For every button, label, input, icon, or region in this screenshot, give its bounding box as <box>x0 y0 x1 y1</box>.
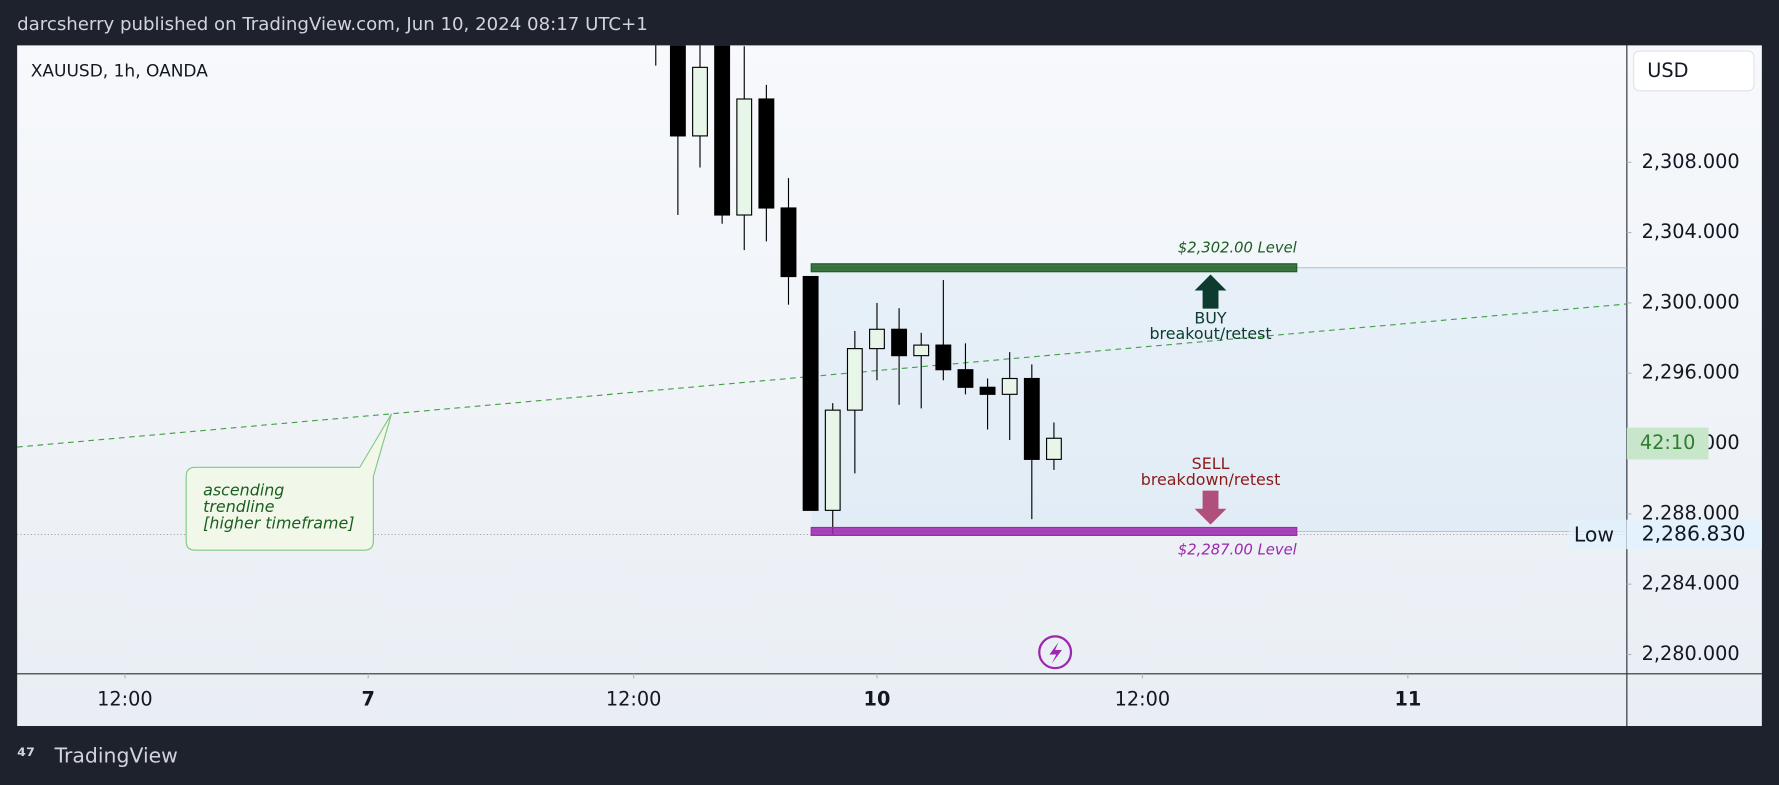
x-tick-label: 12:00 <box>606 687 662 710</box>
callout-text: [higher timeframe] <box>203 514 354 533</box>
overlay: 2,280.0002,284.0002,288.0002,292.0002,29… <box>97 150 1762 710</box>
logo-mark: ⁴⁷ <box>17 744 35 768</box>
candle-body <box>780 207 797 278</box>
event-icon[interactable] <box>1038 635 1073 670</box>
candle-body <box>1023 377 1040 460</box>
buy-label: BUY <box>1194 308 1227 327</box>
event-icon-bolt <box>1049 642 1062 664</box>
low-price-box <box>1626 519 1762 550</box>
footer-brand: TradingView <box>54 744 178 768</box>
level-label: $2,302.00 Level <box>1178 239 1298 256</box>
candle-body <box>935 344 952 371</box>
countdown: 42:10 <box>1640 431 1696 454</box>
x-tick-label: 12:00 <box>97 687 153 710</box>
candle-body <box>979 386 996 395</box>
y-tick-label: 2,300.000 <box>1642 290 1740 313</box>
sell-label: SELL <box>1192 454 1230 473</box>
trendline <box>17 303 1627 448</box>
callout-text: ascending <box>203 481 284 500</box>
candle-body <box>802 275 819 511</box>
x-tick-label: 7 <box>361 687 374 710</box>
y-tick-label: 2,308.000 <box>1642 150 1740 173</box>
candle-body <box>736 98 753 216</box>
candle-body <box>758 98 775 209</box>
candle-body <box>869 328 885 350</box>
candle-body <box>824 409 841 511</box>
candle-body <box>913 344 930 357</box>
countdown-box <box>1626 427 1709 460</box>
level-band <box>810 526 1298 536</box>
sell-label: breakdown/retest <box>1141 470 1281 489</box>
candle-body <box>846 348 863 411</box>
candle-body <box>692 66 708 137</box>
candle-body <box>891 328 908 357</box>
x-tick-label: 11 <box>1394 687 1421 710</box>
currency-box[interactable] <box>1633 50 1755 92</box>
callout <box>185 413 393 551</box>
candle-body <box>1001 377 1018 395</box>
header-text: darcsherry published on TradingView.com,… <box>17 14 648 35</box>
callout-text: trendline <box>203 497 275 516</box>
y-tick-label: 2,288.000 <box>1642 501 1740 524</box>
range-box <box>811 267 1627 532</box>
plot <box>17 45 1627 535</box>
level-label: $2,287.00 Level <box>1178 542 1298 559</box>
low-price: 2,286.830 <box>1642 521 1746 545</box>
candle-body <box>1045 437 1062 460</box>
y-tick-label: 2,296.000 <box>1642 361 1740 384</box>
y-tick-label: 2,280.000 <box>1642 642 1740 665</box>
sell-arrow <box>1194 490 1227 525</box>
currency: USD <box>1647 59 1688 82</box>
symbol: XAUUSD, 1h, OANDA <box>31 61 208 81</box>
candle-body <box>669 45 686 137</box>
x-tick-label: 10 <box>864 687 891 710</box>
low-tag-box <box>1569 519 1627 550</box>
y-tick-label: 2,284.000 <box>1642 572 1740 595</box>
buy-arrow <box>1194 274 1227 309</box>
chart-area <box>17 45 1762 727</box>
level-band <box>810 263 1298 273</box>
y-tick-label: 2,304.000 <box>1642 220 1740 243</box>
candle-body <box>714 45 731 216</box>
low-tag: Low <box>1574 523 1614 547</box>
x-tick-label: 12:00 <box>1115 687 1171 710</box>
candle-body <box>957 369 974 388</box>
buy-label: breakout/retest <box>1149 324 1271 343</box>
